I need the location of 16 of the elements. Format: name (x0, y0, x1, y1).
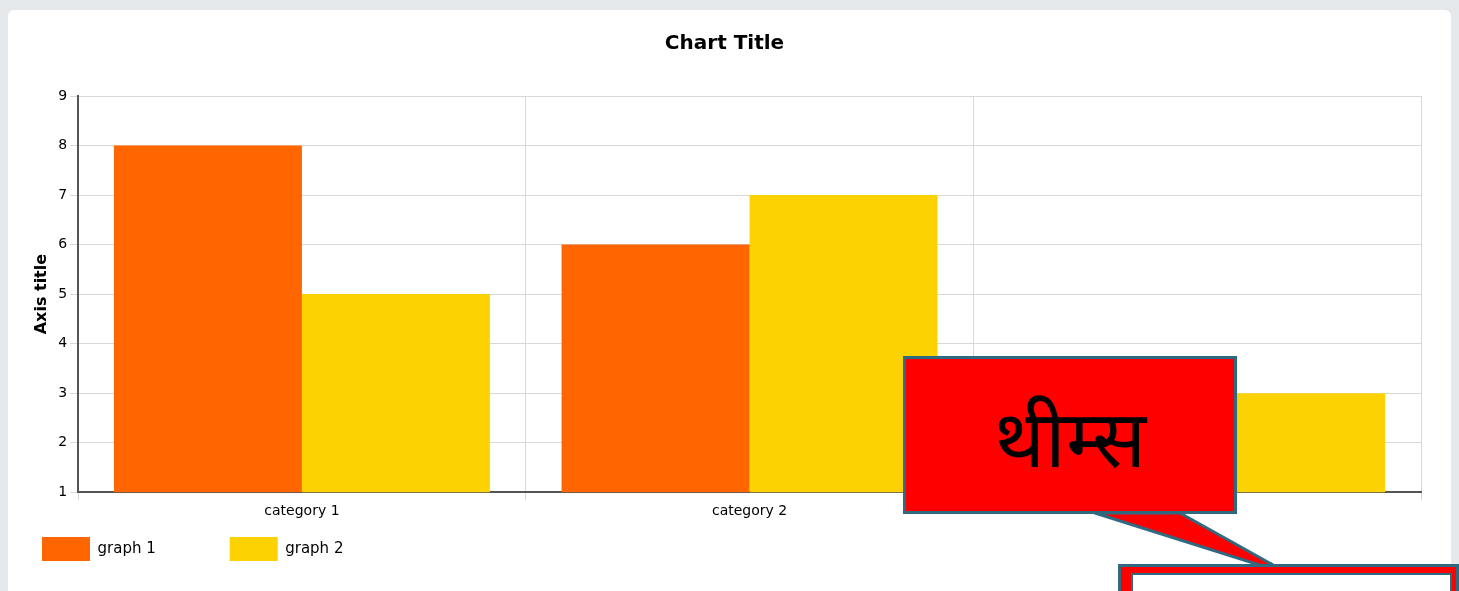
y-tick-label: 8 (58, 136, 68, 153)
chart-title: Chart Title (664, 30, 785, 55)
x-tick-label: category 1 (264, 502, 340, 519)
y-tick-label: 1 (58, 482, 68, 499)
y-tick-label: 7 (58, 185, 68, 202)
y-axis-title: Axis title (30, 253, 50, 335)
legend-label: graph 2 (285, 538, 404, 557)
y-tick-label: 6 (58, 235, 68, 252)
legend-label: graph 1 (97, 538, 216, 557)
x-tick-label: category 2 (711, 502, 788, 519)
annotation: थीम्स (903, 356, 1237, 514)
y-tick-label: 2 (58, 433, 68, 450)
y-tick-label: 5 (58, 284, 68, 301)
y-tick-label: 3 (58, 383, 68, 400)
y-tick-label: 4 (58, 334, 68, 351)
y-tick-label: 9 (58, 86, 68, 103)
